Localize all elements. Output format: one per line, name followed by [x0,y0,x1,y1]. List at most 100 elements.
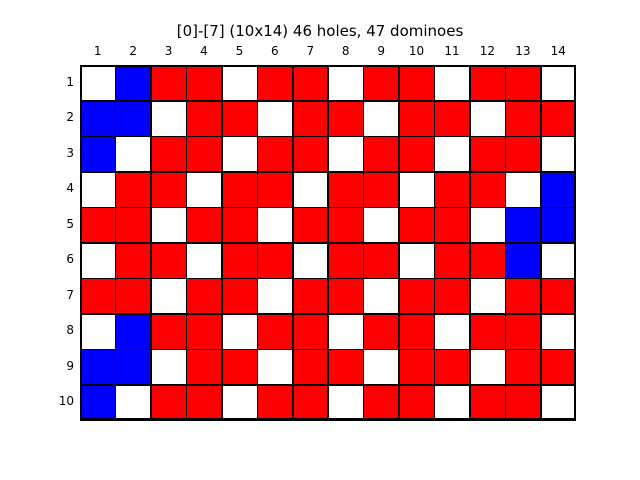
empty-cell [328,313,364,350]
empty-cell [257,349,294,385]
red-cell [505,313,542,350]
red-cell [292,313,329,350]
red-cell [221,349,258,385]
blue-cell [505,242,542,279]
empty-cell [80,242,116,279]
red-cell [540,100,577,137]
column-label: 6 [271,44,279,58]
blue-cell [505,207,542,243]
empty-cell [363,207,400,243]
column-label: 4 [200,44,208,58]
empty-cell [434,65,471,101]
column-label: 12 [479,44,496,58]
empty-cell [540,65,577,101]
blue-cell [80,349,116,385]
red-cell [434,207,471,243]
red-cell [186,207,223,243]
empty-cell [186,242,223,279]
column-label: 2 [129,44,137,58]
red-cell [115,242,152,279]
empty-cell [540,242,577,279]
row-label: 10 [58,394,74,409]
red-cell [186,65,223,101]
row-label: 4 [66,181,74,196]
empty-cell [186,171,223,208]
empty-cell [540,136,577,172]
red-cell [505,65,542,101]
red-cell [221,100,258,137]
red-cell [328,242,364,279]
red-cell [505,349,542,385]
empty-cell [257,207,294,243]
empty-cell [257,100,294,137]
figure-title: [0]-[7] (10x14) 46 holes, 47 dominoes [176,22,464,40]
empty-cell [150,278,187,314]
empty-cell [398,171,435,208]
red-cell [292,278,329,314]
red-cell [328,278,364,314]
red-cell [257,171,294,208]
empty-cell [292,242,329,279]
red-cell [221,207,258,243]
column-label: 1 [93,44,102,58]
column-label: 3 [164,44,173,58]
red-cell [115,207,152,243]
red-cell [363,242,400,279]
column-label: 9 [377,44,385,58]
blue-cell [540,171,577,208]
red-cell [540,278,577,314]
red-cell [186,100,223,137]
row-label: 2 [66,110,74,125]
empty-cell [469,207,506,243]
red-cell [398,278,435,314]
red-cell [257,242,294,279]
red-cell [398,136,435,172]
red-cell [186,136,223,172]
red-cell [398,313,435,350]
empty-cell [150,349,187,385]
red-cell [292,349,329,385]
red-cell [221,171,258,208]
red-cell [434,278,471,314]
blue-cell [115,100,152,137]
domino-board [80,65,577,421]
red-cell [80,278,116,314]
empty-cell [363,349,400,385]
row-label: 3 [66,145,74,160]
blue-cell [115,65,152,101]
red-cell [186,278,223,314]
column-label: 8 [341,44,350,58]
red-cell [150,313,187,350]
blue-cell [115,349,152,385]
red-cell [469,171,506,208]
red-cell [398,349,435,385]
red-cell [80,207,116,243]
blue-cell [115,313,152,350]
red-cell [434,242,471,279]
empty-cell [328,65,364,101]
column-label: 14 [550,44,566,58]
red-cell [221,242,258,279]
red-cell [186,349,223,385]
red-cell [434,100,471,137]
empty-cell [469,100,506,137]
red-cell [363,384,400,421]
red-cell [257,313,294,350]
red-cell [150,136,187,172]
red-cell [505,278,542,314]
blue-cell [80,100,116,137]
red-cell [257,136,294,172]
empty-cell [328,136,364,172]
empty-cell [363,278,400,314]
red-cell [186,313,223,350]
red-cell [363,65,400,101]
empty-cell [150,100,187,137]
red-cell [292,65,329,101]
red-cell [115,171,152,208]
empty-cell [80,65,116,101]
row-label: 6 [66,252,74,267]
red-cell [434,171,471,208]
empty-cell [221,384,258,421]
empty-cell [150,207,187,243]
